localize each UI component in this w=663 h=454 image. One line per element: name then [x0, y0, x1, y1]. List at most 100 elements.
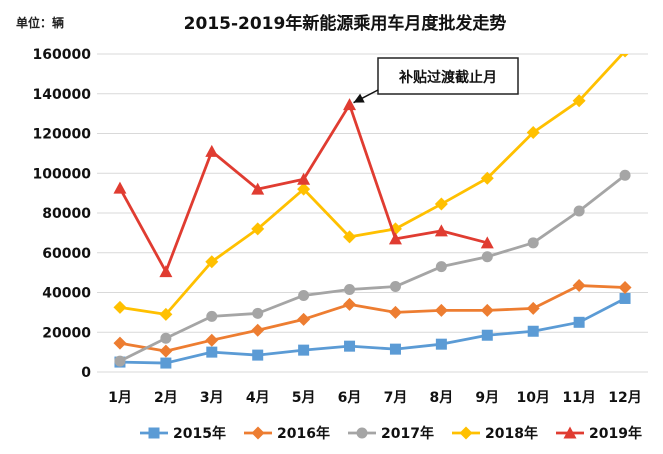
data-point [344, 340, 356, 352]
data-point [572, 94, 586, 108]
x-tick-label: 8月 [430, 390, 454, 406]
x-tick-label: 2月 [154, 390, 178, 406]
data-point [621, 54, 629, 58]
series-2016年 [113, 279, 632, 358]
data-point [526, 126, 540, 140]
data-point [481, 251, 493, 263]
legend-label: 2019年 [589, 425, 642, 442]
x-tick-label: 7月 [384, 390, 408, 406]
x-tick-label: 11月 [562, 390, 595, 406]
x-tick-label: 1月 [108, 390, 132, 406]
x-tick-label: 6月 [338, 390, 362, 406]
series-lines [113, 54, 632, 369]
legend-swatch-marker [148, 427, 160, 439]
series-line [119, 297, 626, 365]
y-tick-label: 100000 [33, 166, 92, 182]
series-line [119, 284, 626, 353]
series-line [119, 54, 625, 316]
y-tick-label: 40000 [42, 286, 91, 302]
annotation-box [377, 57, 519, 95]
data-point [297, 172, 311, 185]
data-point [526, 301, 540, 315]
data-point [480, 236, 494, 249]
data-point [481, 329, 493, 341]
y-tick-label: 60000 [42, 246, 91, 262]
data-point [527, 237, 539, 249]
data-point [573, 316, 585, 328]
data-point [113, 181, 127, 194]
y-tick-label: 160000 [33, 47, 92, 63]
legend-item: 2019年 [556, 425, 642, 442]
legend-swatch-marker [356, 427, 368, 439]
y-tick-label: 0 [81, 365, 91, 381]
x-tick-label: 9月 [475, 390, 499, 406]
data-point [297, 182, 311, 196]
legend-item: 2015年 [140, 425, 226, 442]
data-point [434, 224, 448, 237]
data-point [527, 325, 539, 337]
data-point [114, 355, 126, 367]
data-point [389, 281, 401, 293]
data-point [435, 261, 447, 273]
data-point [343, 230, 357, 244]
legend-swatch-marker [459, 426, 473, 440]
y-axis-ticks: 0 20000 40000 60000 80000 100000 120000 140000 1… [33, 47, 92, 381]
data-point [159, 307, 173, 321]
data-point [572, 279, 586, 293]
data-point [251, 182, 265, 195]
legend-item: 2016年 [244, 425, 330, 442]
data-point [435, 338, 447, 350]
data-point [619, 169, 631, 181]
data-point [159, 265, 173, 278]
data-point [480, 303, 494, 317]
data-point [298, 344, 310, 356]
x-tick-label: 3月 [200, 390, 224, 406]
data-point [160, 357, 172, 369]
series-2018年 [113, 54, 629, 321]
series-2019年 [113, 98, 494, 278]
data-point [252, 349, 264, 361]
x-axis-ticks: 1月 2月 3月 4月 5月 6月 7月 8月 9月 10月 11月 12月 [108, 390, 642, 406]
x-tick-label: 4月 [246, 390, 270, 406]
annotation-text: 补贴过渡截止月 [398, 69, 497, 86]
legend-swatch-marker [251, 426, 265, 440]
data-point [251, 323, 265, 337]
data-point [389, 343, 401, 355]
y-tick-label: 80000 [42, 206, 91, 222]
legend-label: 2018年 [485, 425, 538, 442]
data-point [388, 305, 402, 319]
data-point [618, 281, 632, 295]
data-point [434, 303, 448, 317]
data-point [159, 344, 173, 358]
data-point [205, 255, 219, 269]
legend-label: 2017年 [381, 425, 434, 442]
legend-item: 2017年 [348, 425, 434, 442]
data-point [344, 284, 356, 296]
data-point [206, 310, 218, 322]
data-point [252, 307, 264, 319]
data-point [251, 222, 265, 236]
legend-label: 2016年 [277, 425, 330, 442]
x-tick-label: 10月 [516, 390, 549, 406]
data-point [343, 98, 357, 111]
annotation-arrowhead [353, 93, 365, 103]
data-point [160, 332, 172, 344]
data-point [113, 336, 127, 350]
annotation: 补贴过渡截止月 [353, 57, 519, 104]
series-2015年 [114, 292, 631, 369]
data-point [205, 144, 219, 157]
y-tick-label: 120000 [33, 127, 92, 143]
data-point [619, 292, 631, 304]
y-tick-label: 20000 [42, 325, 91, 341]
data-point [343, 297, 357, 311]
series-2017年 [114, 169, 631, 367]
series-line [119, 174, 626, 363]
data-point [297, 312, 311, 326]
data-point [113, 300, 127, 314]
data-point [205, 333, 219, 347]
legend: 2015年 2016年 2017年 2018年 2019年 [140, 425, 642, 442]
y-tick-label: 140000 [33, 87, 92, 103]
data-point [298, 289, 310, 301]
